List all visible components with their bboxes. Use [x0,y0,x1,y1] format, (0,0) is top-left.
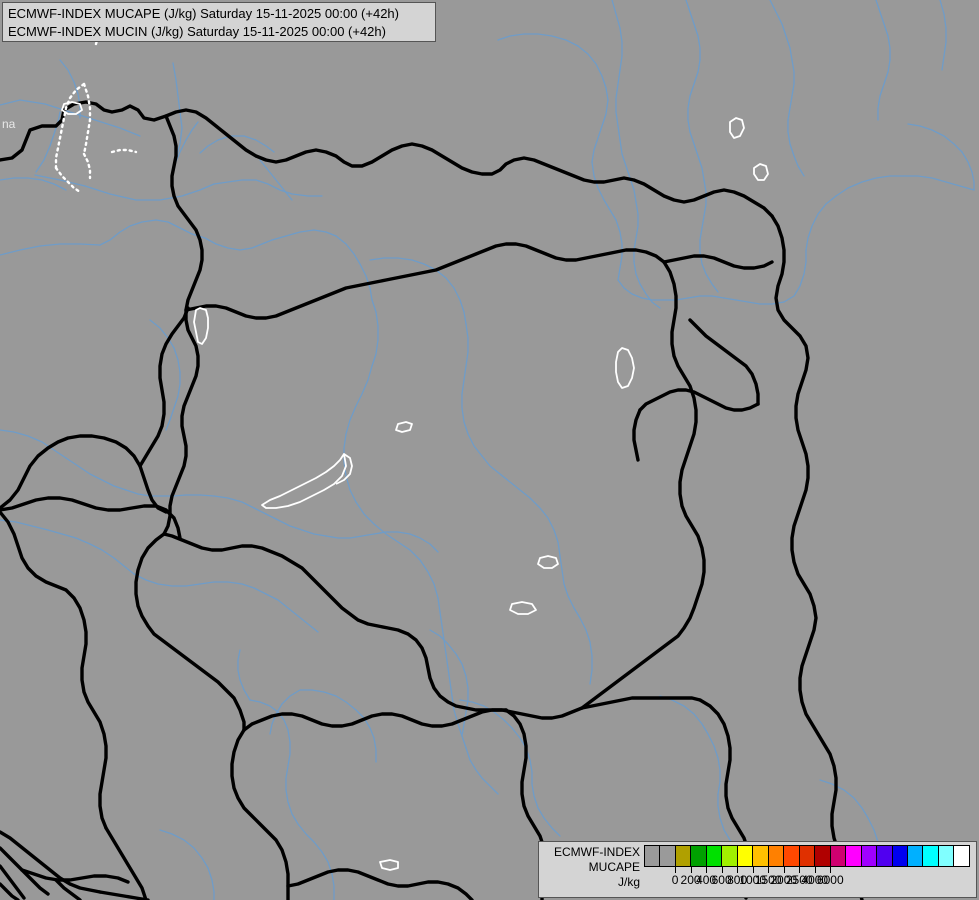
colorbar-swatch [753,846,769,866]
colorbar-tick-label: 2000 [770,873,798,887]
colorbar-tick [721,867,723,873]
legend-caption: ECMWF-INDEX MUCAPE J/kg [539,842,644,890]
colorbar-swatch [861,846,878,866]
legend-color-scale[interactable]: 0 200 400 600 800 1000 1500 2000 2500 4000 6000 [644,842,976,889]
colorbar-swatch [877,846,893,866]
colorbar-tick [799,867,801,873]
country-borders-layer [0,100,864,900]
colorbar-swatch [799,846,816,866]
colorbar[interactable] [644,845,970,867]
colorbar-tick [706,867,708,873]
legend-parameter-label: MUCAPE [588,860,640,874]
colorbar-tick [675,867,677,873]
colorbar-tick [690,867,692,873]
lakes-layer [61,101,769,871]
colorbar-swatch [892,846,908,866]
colorbar-swatch [784,846,800,866]
colorbar-tick-label: 400 [696,873,717,887]
legend-box: ECMWF-INDEX MUCAPE J/kg 0 200 400 600 800 100… [538,841,977,898]
colorbar-tick-label: 200 [680,873,701,887]
colorbar-swatch [645,846,661,866]
colorbar-swatch [830,846,847,866]
colorbar-swatch [907,846,924,866]
colorbar-swatch [846,846,862,866]
colorbar-tick [768,867,770,873]
colorbar-swatch [923,846,939,866]
colorbar-tick-labels: 0 200 400 600 800 1000 1500 2000 2500 4000 6000 [644,873,970,889]
colorbar-tick-label: 800 [727,873,748,887]
colorbar-tick-label: 1000 [739,873,767,887]
colorbar-tick-label: 6000 [816,873,844,887]
title-line-mucin: ECMWF-INDEX MUCIN (J/kg) Saturday 15-11-… [8,24,386,39]
colorbar-swatch [691,846,707,866]
colorbar-swatch [722,846,738,866]
colorbar-swatch [954,846,969,866]
map-place-label: na [2,117,16,131]
colorbar-tick [830,867,832,873]
title-line-mucape: ECMWF-INDEX MUCAPE (J/kg) Saturday 15-11… [8,6,399,21]
legend-model-label: ECMWF-INDEX [554,845,640,859]
colorbar-swatch [706,846,723,866]
colorbar-tick-label: 0 [671,873,679,887]
colorbar-swatch [768,846,785,866]
colorbar-swatch [815,846,831,866]
colorbar-swatch [938,846,955,866]
colorbar-tick-label: 2500 [785,873,813,887]
colorbar-swatch [737,846,754,866]
legend-units-label: J/kg [617,875,640,889]
chart-title-box: ECMWF-INDEX MUCAPE (J/kg) Saturday 15-11… [2,2,436,42]
colorbar-tick-label: 1500 [754,873,782,887]
colorbar-tickmarks [644,867,970,873]
colorbar-tick [814,867,816,873]
colorbar-tick [752,867,754,873]
colorbar-swatch [675,846,692,866]
colorbar-tick-label: 4000 [801,873,829,887]
colorbar-tick [737,867,739,873]
colorbar-tick-label: 600 [711,873,732,887]
colorbar-swatch [660,846,676,866]
colorbar-tick [783,867,785,873]
